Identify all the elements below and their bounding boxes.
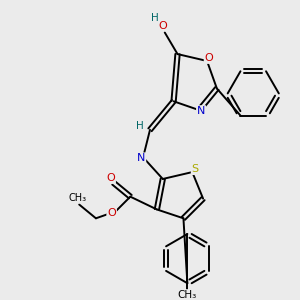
Text: N: N xyxy=(137,153,145,163)
Text: O: O xyxy=(158,21,167,31)
Text: CH₃: CH₃ xyxy=(68,193,86,203)
Text: S: S xyxy=(192,164,199,174)
Text: CH₃: CH₃ xyxy=(178,290,197,300)
Text: H: H xyxy=(136,121,144,131)
Text: H: H xyxy=(151,13,159,23)
Text: N: N xyxy=(197,106,205,116)
Text: O: O xyxy=(106,173,115,183)
Text: O: O xyxy=(205,53,213,63)
Text: O: O xyxy=(107,208,116,218)
